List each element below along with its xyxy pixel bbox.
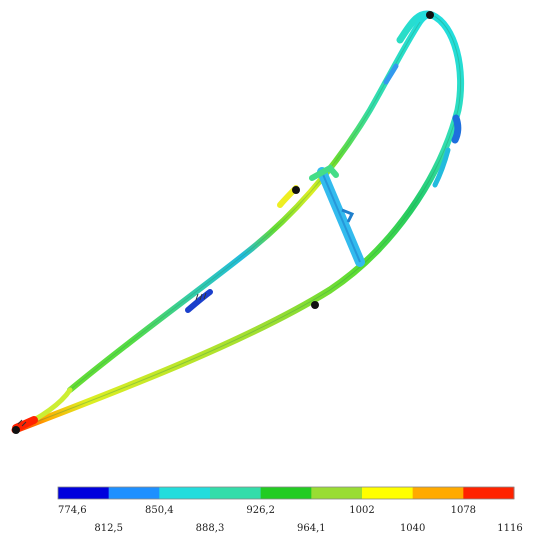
outer-wall-cyan-patch <box>432 147 451 188</box>
legend-swatch <box>412 487 464 499</box>
node-hatch <box>17 419 27 427</box>
node-hatch <box>195 292 207 301</box>
legend-label: 1002 <box>349 505 374 516</box>
inner-wall-blue-patch <box>185 289 213 313</box>
node-marker <box>12 426 20 434</box>
node-marker <box>426 11 434 19</box>
legend-label: 1040 <box>400 523 425 534</box>
inner-wall-body <box>67 11 435 393</box>
rib-notch <box>341 208 355 223</box>
legend-swatch <box>260 487 312 499</box>
color-legend: 774,6 812,5 850,4 888,3 926,2 964,1 1002 1040 10… <box>57 486 523 534</box>
outer-wall-body <box>11 10 465 434</box>
inner-wall-blue-patch-upper <box>383 63 399 85</box>
rib-edge <box>321 171 361 263</box>
outer-wall-edge <box>14 14 462 431</box>
legend-label: 1116 <box>497 523 522 534</box>
legend-swatch <box>210 487 262 499</box>
blade-outer-wall <box>11 10 465 434</box>
legend-label: 1078 <box>451 505 476 516</box>
legend-label: 850,4 <box>145 505 174 516</box>
node-marker <box>292 186 300 194</box>
legend-swatch <box>108 487 160 499</box>
trailing-edge-red <box>12 416 38 432</box>
node-marker <box>311 301 319 309</box>
outer-wall-blue-patch <box>451 114 462 144</box>
legend-label: 888,3 <box>196 523 225 534</box>
legend-label: 964,1 <box>297 523 326 534</box>
node-markers <box>12 11 434 434</box>
rib-junction-top <box>309 164 339 181</box>
legend-label: 774,6 <box>58 505 87 516</box>
legend-swatch <box>463 487 515 499</box>
legend-label: 812,5 <box>94 523 123 534</box>
legend-swatch <box>311 487 363 499</box>
legend-label: 926,2 <box>246 505 275 516</box>
blade-inner-wall <box>67 11 435 393</box>
legend-border <box>57 486 515 500</box>
internal-rib <box>309 164 365 267</box>
legend-swatch <box>58 487 110 499</box>
legend-swatch <box>362 487 414 499</box>
legend-swatch <box>159 487 211 499</box>
